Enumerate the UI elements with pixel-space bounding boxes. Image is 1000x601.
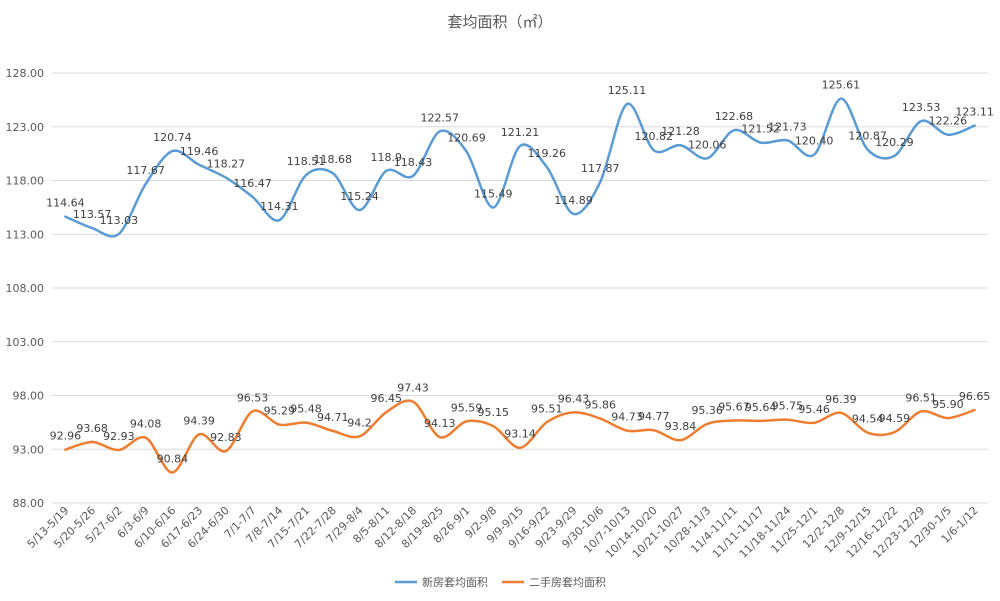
data-label: 92.83 [210, 431, 242, 444]
data-label: 94.77 [638, 410, 670, 423]
legend-label: 二手房套均面积 [529, 575, 606, 589]
data-label: 94.13 [424, 417, 456, 430]
data-label: 121.52 [741, 123, 780, 136]
data-label: 122.68 [715, 110, 754, 123]
data-label: 96.51 [905, 392, 937, 405]
data-label: 96.39 [825, 393, 857, 406]
data-label: 125.11 [608, 84, 647, 97]
series-line-1 [64, 97, 976, 238]
data-label: 94.71 [317, 411, 349, 424]
data-label: 119.46 [180, 145, 219, 158]
data-label: 119.26 [527, 147, 566, 160]
y-tick-label: 128.00 [6, 67, 45, 80]
data-label: 95.36 [691, 404, 723, 417]
data-label: 117.67 [126, 164, 165, 177]
data-label: 94.54 [852, 413, 884, 426]
data-label: 93.84 [665, 420, 697, 433]
x-axis: 5/13-5/195/20-5/265/27-6/26/3-6/96/10-6/… [25, 504, 981, 561]
data-label: 121.73 [768, 120, 807, 133]
data-label: 95.59 [451, 401, 483, 414]
data-label: 93.68 [76, 422, 108, 435]
grid-lines [52, 72, 988, 504]
series-lines [64, 97, 976, 474]
data-label: 118.27 [207, 158, 246, 171]
data-label: 122.57 [421, 111, 460, 124]
data-label: 117.87 [581, 162, 620, 175]
data-label: 120.40 [795, 135, 834, 148]
data-label: 116.47 [233, 177, 272, 190]
data-label: 121.28 [661, 125, 700, 138]
data-label: 120.74 [153, 131, 192, 144]
data-label: 120.06 [688, 138, 727, 151]
data-label: 118.9 [371, 151, 403, 164]
data-label: 118.68 [314, 153, 353, 166]
data-label: 97.43 [397, 382, 429, 395]
data-label: 120.69 [447, 132, 486, 145]
y-tick-label: 118.00 [6, 175, 45, 188]
y-tick-label: 88.00 [13, 497, 45, 510]
data-label: 96.53 [237, 391, 269, 404]
data-label: 114.89 [554, 194, 593, 207]
data-label: 95.67 [718, 401, 750, 414]
data-label: 125.61 [822, 79, 861, 92]
data-label: 95.75 [772, 400, 804, 413]
data-label: 95.64 [745, 401, 777, 414]
y-tick-label: 123.00 [6, 121, 45, 134]
data-label: 95.46 [798, 403, 830, 416]
data-label: 95.86 [584, 399, 616, 412]
data-label: 92.96 [50, 430, 82, 443]
y-tick-label: 98.00 [13, 390, 45, 403]
data-label: 95.51 [531, 402, 563, 415]
data-label: 95.48 [290, 403, 322, 416]
data-label: 95.90 [932, 398, 964, 411]
data-label: 123.53 [902, 101, 941, 114]
data-label: 122.26 [929, 115, 968, 128]
data-label: 120.82 [634, 130, 673, 143]
data-label: 95.29 [264, 405, 296, 418]
data-labels: 114.64113.57113.03117.67120.74119.46118.… [46, 79, 994, 466]
data-label: 93.14 [504, 428, 536, 441]
data-label: 94.73 [611, 411, 643, 424]
y-tick-label: 108.00 [6, 282, 45, 295]
chart-title: 套均面积（㎡） [447, 13, 552, 31]
legend-label: 新房套均面积 [422, 575, 488, 589]
y-tick-label: 93.00 [13, 443, 45, 456]
data-label: 92.93 [103, 430, 135, 443]
data-label: 96.65 [959, 390, 991, 403]
data-label: 113.03 [100, 214, 139, 227]
y-tick-label: 103.00 [6, 336, 45, 349]
data-label: 94.39 [183, 414, 215, 427]
data-label: 95.15 [478, 406, 510, 419]
data-label: 118.43 [394, 156, 433, 169]
data-label: 113.57 [73, 208, 112, 221]
data-label: 118.51 [287, 155, 326, 168]
data-label: 90.84 [157, 452, 189, 465]
data-label: 96.43 [558, 392, 590, 405]
data-label: 114.64 [46, 197, 85, 210]
y-tick-label: 113.00 [6, 228, 45, 241]
y-axis: 88.00 93.00 98.00 103.00 108.00 113.00 118.00 1… [6, 67, 45, 510]
data-label: 120.87 [848, 130, 887, 143]
data-label: 121.21 [501, 126, 540, 139]
data-label: 123.11 [955, 106, 994, 119]
data-label: 115.24 [340, 190, 379, 203]
data-label: 120.29 [875, 136, 914, 149]
data-label: 115.49 [474, 187, 513, 200]
data-label: 96.45 [371, 392, 403, 405]
data-label: 94.59 [879, 412, 911, 425]
legend: 新房套均面积 二手房套均面积 [395, 575, 606, 589]
data-label: 114.31 [260, 200, 299, 213]
data-label: 94.2 [347, 416, 372, 429]
data-label: 94.08 [130, 418, 162, 431]
